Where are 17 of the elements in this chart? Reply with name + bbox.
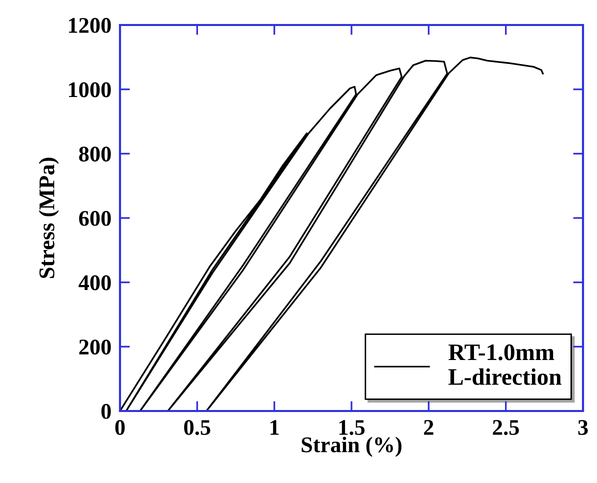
- x-tick-label: 3: [578, 420, 588, 435]
- y-tick-label: 1200: [69, 18, 111, 33]
- x-tick-label: 2: [424, 420, 434, 435]
- y-tick-label: 200: [79, 340, 111, 355]
- y-tick-label: 400: [78, 275, 111, 290]
- y-axis-title: Stress (MPa): [38, 158, 59, 278]
- x-tick-label: 1: [270, 420, 279, 435]
- x-tick-label: 0: [115, 420, 125, 435]
- x-tick-label: 1.5: [339, 420, 365, 436]
- legend-label: RT-1.0mm L-direction: [448, 344, 562, 385]
- x-tick-label: 0.5: [184, 420, 210, 436]
- y-tick-label: 1000: [69, 82, 111, 98]
- y-tick-label: 800: [79, 146, 111, 162]
- y-tick-label: 0: [101, 404, 111, 419]
- x-axis-title: Strain (%): [302, 436, 402, 457]
- y-tick-label: 600: [79, 210, 111, 226]
- x-tick-label: 2.5: [492, 420, 519, 436]
